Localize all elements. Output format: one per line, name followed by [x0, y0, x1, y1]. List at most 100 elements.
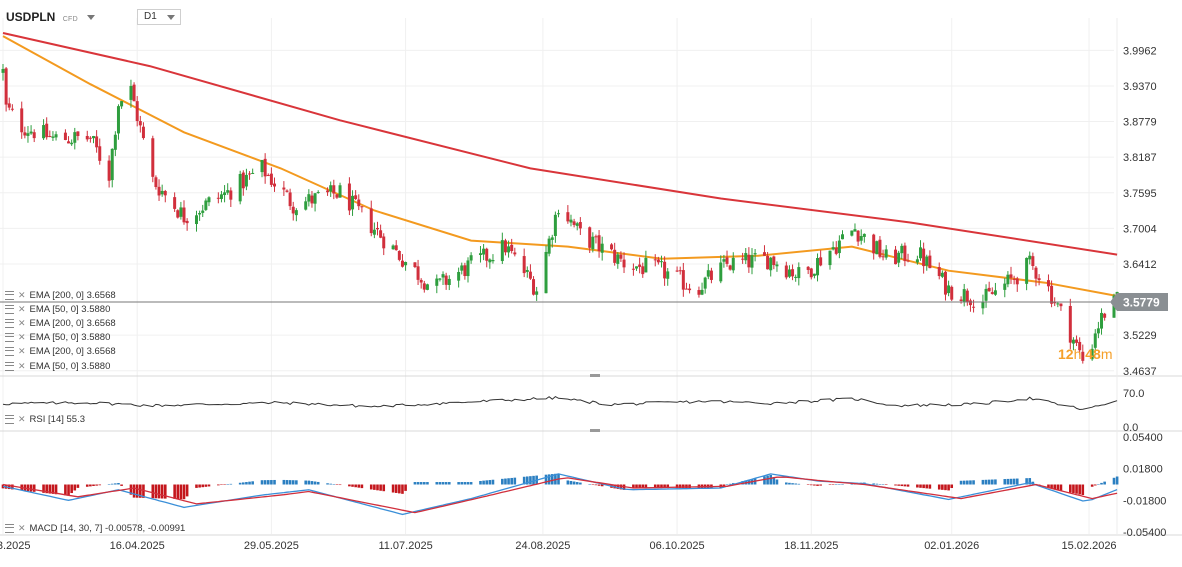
candle-down: [881, 256, 885, 258]
timeframe-select[interactable]: D1: [137, 9, 181, 25]
candle-down: [528, 271, 532, 279]
close-icon[interactable]: ✕: [18, 303, 26, 314]
candle-down: [45, 123, 49, 138]
candle-down: [422, 283, 426, 290]
candle-up: [391, 245, 395, 250]
legend-item[interactable]: ✕ EMA [50, 0] 3.5880: [5, 302, 116, 316]
legend-item[interactable]: ✕ EMA [200, 0] 3.6568: [5, 316, 116, 330]
close-icon[interactable]: ✕: [18, 360, 26, 371]
macd-hist-down: [398, 484, 401, 494]
settings-lines-icon[interactable]: [5, 347, 14, 357]
rsi-tick-label: 70.0: [1123, 388, 1144, 400]
settings-lines-icon[interactable]: [5, 361, 14, 371]
candle-down: [806, 266, 810, 270]
close-icon[interactable]: ✕: [18, 523, 26, 533]
candle-down: [76, 131, 80, 137]
macd-hist-down: [906, 484, 910, 487]
candle-up: [329, 185, 333, 192]
macd-hist-down: [139, 484, 142, 498]
candle-up: [940, 272, 944, 277]
rsi-layer: [2, 395, 1118, 411]
macd-hist-up: [797, 483, 801, 485]
settings-lines-icon[interactable]: [5, 415, 14, 424]
candle-down: [834, 247, 838, 254]
macd-hist-down: [916, 484, 919, 488]
candle-up: [70, 142, 74, 145]
close-icon[interactable]: ✕: [18, 317, 26, 328]
candle-down: [766, 255, 770, 270]
settings-lines-icon[interactable]: [5, 318, 14, 328]
macd-hist-up: [491, 479, 495, 485]
macd-hist-up: [273, 479, 276, 485]
settings-lines-icon[interactable]: [5, 333, 14, 343]
macd-hist-down: [597, 484, 601, 486]
macd-hist-down: [220, 484, 223, 485]
timeframe-value: D1: [144, 11, 157, 22]
candle-down: [784, 265, 788, 278]
macd-hist-up: [878, 484, 882, 485]
legend-item[interactable]: ✕ EMA [200, 0] 3.6568: [5, 288, 116, 302]
macd-hist-up: [504, 478, 507, 485]
close-icon[interactable]: ✕: [18, 289, 26, 300]
macd-hist-down: [653, 484, 657, 489]
macd-hist-up: [419, 482, 423, 485]
symbol-selector[interactable]: USDPLN CFD: [6, 10, 96, 24]
candle-up: [831, 247, 835, 250]
settings-lines-icon[interactable]: [5, 304, 14, 314]
candle-down: [4, 68, 8, 105]
candle-up: [753, 253, 757, 255]
macd-hist-down: [1078, 484, 1081, 495]
macd-hist-up: [525, 476, 529, 485]
candle-up: [338, 185, 342, 198]
candle-up: [816, 258, 820, 276]
macd-hist-up: [285, 480, 289, 485]
candle-down: [241, 172, 245, 189]
candle-up: [635, 266, 639, 269]
legend-item[interactable]: ✕ EMA [200, 0] 3.6568: [5, 345, 116, 359]
rsi-legend[interactable]: ✕ RSI [14] 55.3: [5, 414, 85, 425]
macd-hist-down: [391, 484, 395, 493]
legend-item[interactable]: ✕ EMA [50, 0] 3.5880: [5, 331, 116, 345]
macd-hist-up: [260, 480, 264, 485]
candle-up: [201, 210, 205, 213]
close-icon[interactable]: ✕: [18, 346, 26, 357]
candle-up: [962, 289, 966, 302]
candle-up: [900, 245, 904, 254]
settings-lines-icon[interactable]: [5, 290, 14, 300]
candle-down: [229, 190, 233, 200]
candle-down: [32, 132, 36, 139]
candle-down: [394, 245, 398, 251]
macd-hist-up: [316, 481, 320, 485]
candle-down: [154, 177, 158, 188]
macd-hist-up: [966, 480, 969, 485]
macd-hist-down: [641, 484, 645, 489]
candle-up: [110, 148, 114, 181]
macd-legend[interactable]: ✕ MACD [14, 30, 7] -0.00578, -0.00991: [5, 523, 185, 534]
settings-lines-icon[interactable]: [5, 524, 14, 533]
last-price-label-bg: [1110, 293, 1168, 312]
countdown-hours: 12: [1058, 346, 1074, 362]
axis-layer: 3.9962 3.9370 3.8779 3.8187 3.7595 3.7004 3.64…: [0, 45, 1166, 552]
candle-up: [460, 265, 464, 271]
candle-up: [706, 270, 710, 277]
candle-down: [1059, 303, 1063, 307]
candle-up: [853, 229, 857, 232]
macd-hist-up: [1028, 478, 1032, 485]
macd-hist-up: [444, 482, 448, 485]
macd-hist-down: [42, 484, 45, 493]
macd-hist-up: [766, 475, 769, 485]
ema50-layer: [2, 35, 1118, 297]
macd-hist-down: [129, 484, 133, 495]
close-icon[interactable]: ✕: [18, 332, 26, 343]
y-tick-label: 3.8779: [1123, 117, 1157, 129]
candle-down: [950, 286, 954, 300]
macd-hist-down: [179, 484, 183, 500]
candle-down: [894, 249, 898, 265]
legend-item[interactable]: ✕ EMA [50, 0] 3.5880: [5, 359, 116, 373]
macd-hist-up: [310, 481, 314, 485]
macd-hist-up: [972, 480, 975, 485]
close-icon[interactable]: ✕: [18, 414, 26, 424]
candle-down: [185, 220, 189, 224]
